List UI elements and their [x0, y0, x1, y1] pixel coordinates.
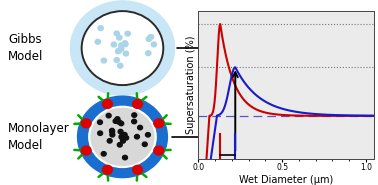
Circle shape: [81, 146, 91, 155]
Circle shape: [107, 139, 112, 143]
Circle shape: [122, 155, 127, 160]
Circle shape: [114, 31, 119, 36]
Circle shape: [143, 142, 147, 147]
Circle shape: [148, 35, 153, 39]
Circle shape: [119, 135, 124, 140]
Circle shape: [110, 130, 115, 134]
Circle shape: [89, 106, 156, 167]
Circle shape: [102, 100, 112, 108]
Circle shape: [118, 129, 123, 134]
Circle shape: [125, 31, 130, 36]
Circle shape: [138, 125, 143, 130]
Circle shape: [98, 131, 102, 135]
Circle shape: [82, 11, 163, 85]
Circle shape: [123, 51, 129, 56]
Circle shape: [98, 120, 102, 125]
Circle shape: [102, 165, 112, 174]
Circle shape: [115, 49, 121, 54]
Circle shape: [116, 48, 122, 53]
Circle shape: [119, 121, 124, 126]
Circle shape: [132, 113, 137, 117]
Circle shape: [116, 120, 121, 124]
Circle shape: [119, 46, 124, 51]
Circle shape: [118, 63, 123, 68]
Circle shape: [95, 39, 101, 44]
Text: Gibbs
Model: Gibbs Model: [8, 33, 43, 63]
Circle shape: [133, 100, 143, 108]
Circle shape: [119, 43, 124, 48]
Circle shape: [110, 128, 115, 133]
Circle shape: [101, 152, 106, 156]
Circle shape: [111, 42, 116, 47]
Circle shape: [151, 42, 156, 47]
Circle shape: [101, 58, 107, 63]
Circle shape: [117, 35, 122, 40]
Circle shape: [154, 119, 164, 128]
Circle shape: [154, 146, 164, 155]
Circle shape: [106, 113, 111, 118]
Circle shape: [122, 132, 127, 137]
Circle shape: [81, 119, 91, 128]
Circle shape: [120, 135, 125, 140]
Circle shape: [70, 1, 175, 95]
Circle shape: [122, 42, 128, 47]
X-axis label: Wet Diameter (μm): Wet Diameter (μm): [239, 175, 333, 185]
Circle shape: [121, 139, 125, 143]
Y-axis label: Supersaturation (%): Supersaturation (%): [186, 36, 196, 134]
Circle shape: [110, 132, 115, 137]
Circle shape: [91, 108, 154, 165]
Circle shape: [115, 117, 120, 121]
Circle shape: [133, 165, 143, 174]
Text: Monolayer
Model: Monolayer Model: [8, 122, 70, 152]
Circle shape: [135, 134, 139, 139]
Circle shape: [119, 134, 124, 139]
Circle shape: [124, 136, 129, 140]
Circle shape: [122, 41, 128, 46]
Circle shape: [146, 133, 150, 137]
Circle shape: [98, 26, 103, 31]
Circle shape: [121, 135, 125, 140]
Circle shape: [77, 96, 167, 178]
Circle shape: [117, 143, 122, 147]
Circle shape: [113, 119, 118, 123]
Circle shape: [146, 37, 152, 41]
Circle shape: [114, 58, 119, 62]
Circle shape: [146, 51, 151, 56]
Circle shape: [132, 119, 136, 124]
